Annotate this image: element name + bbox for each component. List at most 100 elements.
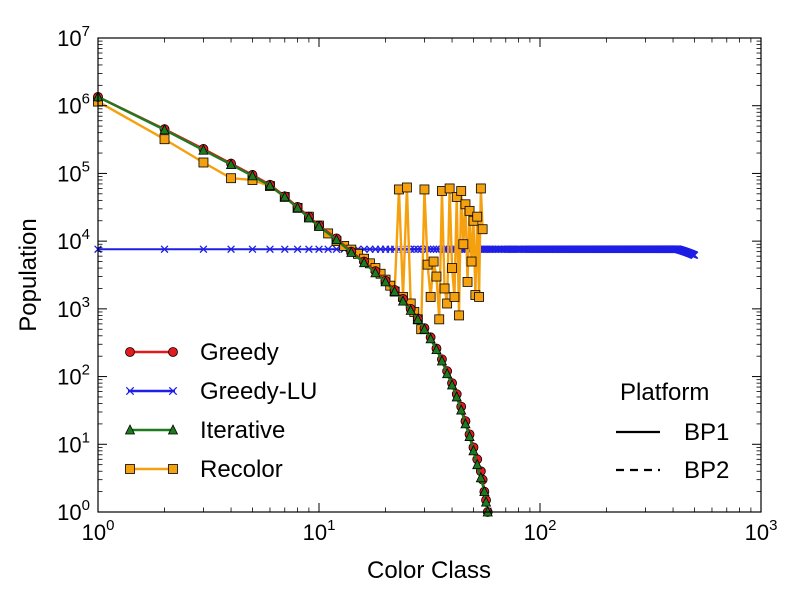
legend-entry: Greedy-LU bbox=[125, 378, 317, 405]
data-point-recolor bbox=[226, 173, 236, 184]
data-point-iterative bbox=[446, 379, 458, 390]
platform-legend-label: BP2 bbox=[684, 457, 729, 484]
data-point-iterative bbox=[313, 220, 325, 231]
data-point-greedy-lu bbox=[429, 245, 438, 254]
data-point-recolor bbox=[456, 186, 467, 196]
data-point-iterative bbox=[479, 485, 490, 497]
y-tick-label: 100 bbox=[57, 497, 90, 525]
data-point-recolor bbox=[447, 263, 457, 273]
data-point-recolor bbox=[449, 292, 460, 302]
data-point-recolor bbox=[462, 277, 473, 287]
x-tick-label: 103 bbox=[745, 517, 778, 545]
data-point-recolor bbox=[434, 314, 445, 325]
platform-legend: Platform BP1 BP2 bbox=[616, 379, 729, 484]
platform-legend-title: Platform bbox=[620, 379, 709, 406]
data-point-iterative bbox=[279, 191, 290, 202]
x-tick-label: 102 bbox=[524, 517, 557, 545]
data-point-iterative bbox=[292, 201, 303, 213]
data-point-iterative bbox=[419, 323, 430, 334]
data-point-iterative bbox=[380, 276, 391, 287]
data-point-iterative bbox=[370, 266, 381, 278]
data-point-iterative bbox=[303, 212, 315, 223]
legend-label: Greedy bbox=[200, 339, 279, 366]
data-point-greedy-lu bbox=[266, 245, 274, 254]
series-greedy-lu bbox=[94, 245, 699, 260]
legend-label: Recolor bbox=[200, 456, 283, 483]
plot-frame bbox=[97, 37, 762, 513]
data-point-iterative bbox=[331, 233, 342, 245]
legend-marker bbox=[168, 464, 178, 474]
data-point-recolor bbox=[159, 134, 170, 145]
data-point-recolor bbox=[466, 256, 477, 267]
data-point-recolor bbox=[472, 211, 483, 222]
data-point-iterative bbox=[247, 169, 258, 181]
data-point-recolor bbox=[431, 271, 442, 282]
data-point-iterative bbox=[405, 304, 416, 315]
data-point-iterative bbox=[472, 458, 483, 470]
data-point-greedy-lu bbox=[199, 245, 208, 254]
data-point-iterative bbox=[480, 496, 492, 507]
data-point-iterative bbox=[358, 256, 370, 268]
data-point-iterative bbox=[198, 144, 209, 155]
ticks-layer: 100 101 102 103 100 101 102 103 104 105 106 107 bbox=[57, 23, 777, 545]
data-point-iterative bbox=[441, 367, 453, 379]
y-tick-label: 102 bbox=[57, 362, 90, 390]
data-point-greedy-lu bbox=[432, 245, 441, 254]
data-point-greedy-lu bbox=[227, 245, 235, 254]
data-point-iterative bbox=[431, 343, 442, 355]
data-point-greedy-lu bbox=[332, 245, 341, 254]
y-tick-label: 103 bbox=[57, 294, 90, 322]
data-point-iterative bbox=[464, 430, 475, 441]
data-point-iterative bbox=[389, 285, 400, 296]
data-point-iterative bbox=[412, 313, 423, 324]
x-tick-label: 101 bbox=[303, 517, 336, 545]
data-point-greedy-lu bbox=[690, 251, 699, 260]
legend: Greedy Greedy-LU Iterative Recolor bbox=[124, 339, 317, 483]
x-tick-label: 100 bbox=[82, 517, 115, 545]
data-point-iterative bbox=[451, 391, 462, 402]
data-point-recolor bbox=[475, 183, 486, 194]
platform-legend-entry: BP2 bbox=[616, 457, 729, 484]
legend-entry: Iterative bbox=[124, 417, 285, 444]
legend-marker bbox=[125, 347, 135, 357]
data-point-iterative bbox=[397, 295, 409, 306]
data-point-recolor bbox=[454, 310, 464, 321]
data-point-recolor bbox=[442, 298, 453, 309]
legend-label: Iterative bbox=[200, 417, 285, 444]
data-point-recolor bbox=[458, 239, 469, 250]
data-point-recolor bbox=[428, 256, 439, 267]
data-point-iterative bbox=[456, 404, 467, 415]
y-tick-label: 101 bbox=[57, 429, 90, 457]
y-tick-label: 104 bbox=[57, 226, 90, 254]
legend-marker bbox=[125, 386, 135, 396]
legend-entry: Greedy bbox=[125, 339, 279, 366]
data-point-greedy-lu bbox=[366, 245, 374, 254]
data-point-recolor bbox=[425, 292, 436, 302]
data-point-greedy-lu bbox=[410, 245, 419, 254]
series-layer bbox=[92, 90, 699, 517]
data-point-greedy-lu bbox=[324, 245, 333, 254]
legend-marker bbox=[168, 347, 178, 357]
platform-legend-label: BP1 bbox=[684, 419, 729, 446]
data-point-iterative bbox=[225, 158, 237, 170]
data-point-greedy-lu bbox=[426, 245, 435, 254]
data-point-greedy-lu bbox=[248, 245, 257, 254]
legend-marker bbox=[167, 424, 179, 435]
data-point-iterative bbox=[460, 418, 471, 429]
y-tick-label: 105 bbox=[57, 158, 90, 186]
data-point-iterative bbox=[468, 444, 479, 456]
legend-label: Greedy-LU bbox=[200, 378, 317, 405]
data-point-recolor bbox=[464, 205, 475, 216]
data-point-iterative bbox=[346, 246, 357, 257]
data-point-greedy-lu bbox=[413, 245, 422, 254]
data-point-greedy-lu bbox=[305, 245, 313, 254]
legend-entry: Recolor bbox=[125, 456, 283, 483]
y-axis-label: Population bbox=[15, 218, 42, 331]
data-point-greedy-lu bbox=[293, 245, 302, 254]
data-point-greedy-lu bbox=[315, 245, 323, 254]
data-point-recolor bbox=[477, 224, 488, 235]
y-tick-label: 107 bbox=[57, 23, 90, 51]
data-point-recolor bbox=[474, 292, 484, 302]
legend-marker bbox=[125, 464, 135, 474]
